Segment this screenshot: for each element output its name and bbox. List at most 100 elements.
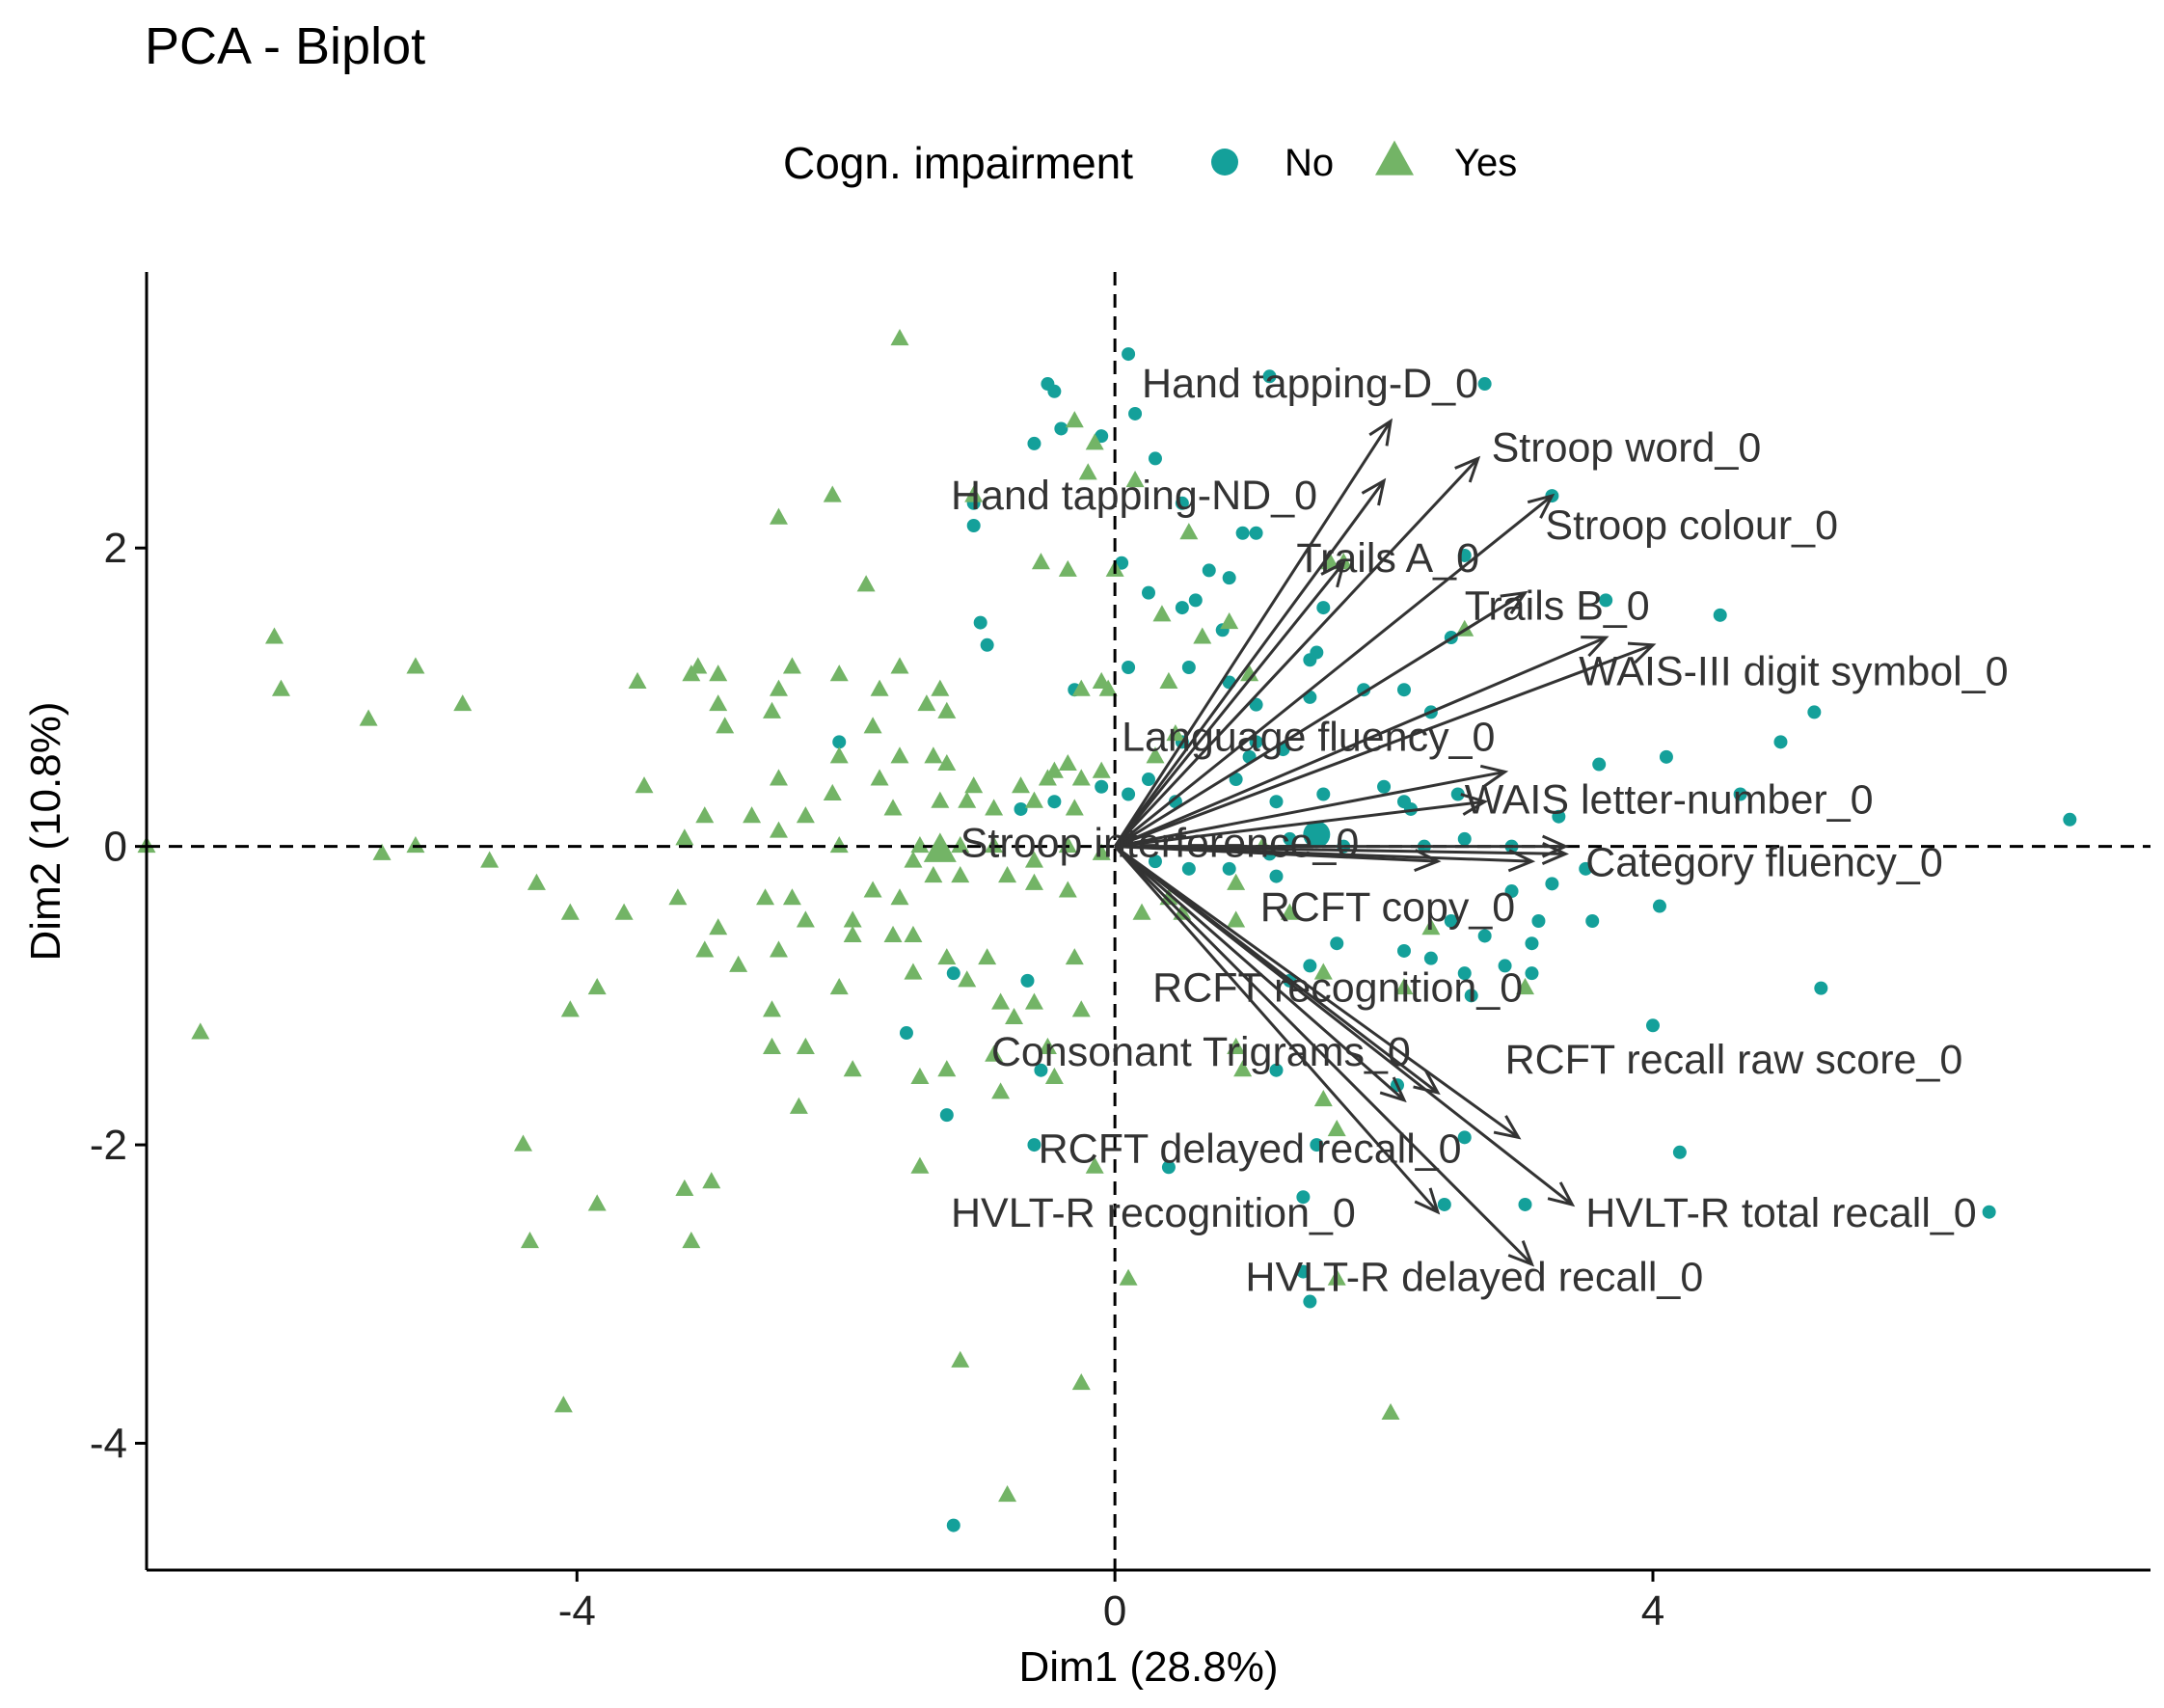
point-yes-54 (635, 776, 654, 794)
point-no-90 (1396, 943, 1411, 958)
legend-label-no: No (1285, 142, 1334, 184)
point-yes-120 (560, 1000, 580, 1017)
point-yes-0 (890, 329, 909, 346)
point-yes-145 (789, 1097, 808, 1114)
point-yes-9 (1031, 553, 1050, 570)
point-no-33 (1122, 660, 1136, 674)
point-yes-103 (1227, 873, 1246, 890)
point-no-2 (1041, 377, 1055, 392)
point-yes-125 (991, 992, 1011, 1010)
arrow-head-13 (1414, 849, 1442, 873)
arrow-line-15 (1114, 845, 1405, 1101)
point-yes-102 (1227, 910, 1246, 928)
variable-label-7: Language fluency_0 (1122, 715, 1495, 761)
point-yes-140 (1038, 1037, 1057, 1055)
axes: -4 0 4 -4 -2 0 2 (90, 272, 2150, 1635)
point-no-99 (1020, 973, 1035, 988)
point-no-102 (1269, 1063, 1284, 1077)
points-layer (137, 329, 2077, 1532)
point-yes-98 (1058, 881, 1077, 898)
point-yes-39 (917, 694, 936, 712)
point-yes-1 (1065, 411, 1084, 428)
point-yes-136 (910, 1067, 930, 1084)
point-no-84 (1330, 936, 1344, 951)
point-yes-142 (1227, 1037, 1246, 1055)
arrow-head-9 (1460, 793, 1489, 816)
chart-title: PCA - Biplot (145, 17, 425, 75)
y-axis-title: Dim2 (10.8%) (22, 702, 69, 962)
point-yes-47 (937, 753, 957, 772)
point-yes-44 (716, 717, 735, 734)
point-no-62 (1095, 779, 1109, 794)
point-yes-46 (890, 746, 909, 764)
point-yes-30 (870, 679, 889, 696)
point-yes-108 (796, 910, 815, 928)
y-tick-label-0: 0 (104, 824, 127, 871)
arrow-line-0 (1113, 420, 1393, 848)
arrow-line-5 (1114, 591, 1527, 848)
legend-key-yes (1375, 140, 1414, 176)
point-no-74 (1181, 861, 1196, 876)
arrow-head-7 (1581, 636, 1609, 658)
point-yes-117 (978, 948, 997, 965)
point-no-32 (1181, 660, 1196, 674)
arrow-head-15 (1379, 1076, 1407, 1103)
point-yes-2 (1085, 433, 1104, 450)
point-no-75 (1148, 854, 1162, 869)
point-yes-144 (1313, 1090, 1333, 1107)
point-no-97 (899, 1026, 913, 1041)
point-yes-50 (1146, 746, 1165, 764)
plot-area: Hand tapping-D_0 Stroop word_0 Hand tappin… (90, 272, 2150, 1635)
point-no-83 (1585, 914, 1600, 928)
y-tick-label--4: -4 (90, 1420, 127, 1467)
point-yes-146 (513, 1134, 532, 1152)
point-yes-160 (998, 1485, 1017, 1503)
point-no-20 (1188, 593, 1203, 608)
point-no-106 (1672, 1145, 1687, 1159)
point-yes-95 (951, 865, 970, 883)
point-no-98 (939, 1108, 954, 1123)
point-no-4 (1262, 369, 1277, 384)
legend-entries: No Yes (1211, 140, 1517, 184)
point-no-65 (2063, 812, 2077, 827)
x-tick-label-4: 4 (1641, 1587, 1664, 1635)
point-yes-87 (527, 873, 546, 890)
arrow-line-13 (1115, 845, 1438, 863)
arrow-head-1 (1361, 477, 1387, 506)
variable-arrows (1113, 418, 1657, 1267)
point-no-5 (1477, 377, 1492, 392)
legend-title: Cogn. impairment (783, 138, 1133, 188)
point-no-110 (1310, 1138, 1324, 1152)
point-no-13 (1249, 526, 1263, 540)
x-axis-title: Dim1 (28.8%) (1019, 1643, 1279, 1691)
point-yes-3 (1078, 463, 1097, 480)
arrow-head-2 (1454, 455, 1481, 483)
point-yes-25 (890, 657, 909, 674)
point-no-66 (1283, 831, 1297, 846)
point-yes-150 (1085, 1156, 1104, 1174)
point-no-112 (1303, 1294, 1317, 1309)
point-yes-161 (1381, 1402, 1400, 1421)
point-no-11 (1175, 496, 1189, 510)
point-yes-31 (931, 679, 950, 696)
point-yes-63 (743, 806, 762, 824)
legend-key-no (1211, 149, 1238, 176)
point-no-109 (1518, 1197, 1532, 1211)
point-yes-128 (1071, 1000, 1091, 1017)
group-centroids (923, 821, 1331, 862)
point-yes-123 (904, 962, 923, 980)
point-yes-61 (1012, 776, 1031, 794)
variable-label-5: Trails B_0 (1465, 583, 1650, 629)
point-yes-53 (870, 769, 889, 786)
point-no-79 (1444, 914, 1458, 928)
point-yes-124 (958, 970, 977, 988)
point-yes-77 (829, 836, 849, 854)
point-no-93 (1525, 936, 1539, 951)
point-yes-135 (843, 1060, 862, 1077)
point-yes-111 (843, 910, 862, 928)
point-yes-68 (985, 799, 1004, 816)
point-yes-10 (1058, 559, 1077, 577)
point-yes-72 (796, 806, 815, 824)
point-yes-127 (1024, 992, 1043, 1010)
arrow-line-7 (1114, 636, 1607, 849)
